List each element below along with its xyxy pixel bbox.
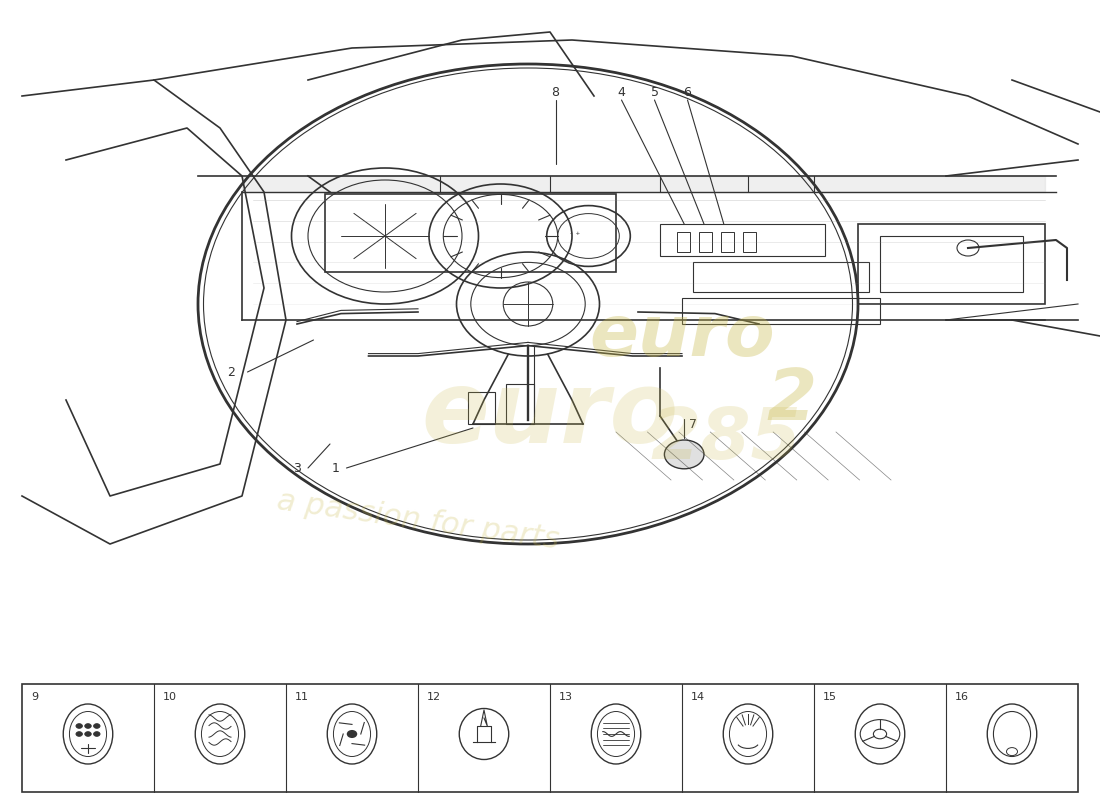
Text: 7: 7 — [689, 418, 697, 430]
Circle shape — [664, 440, 704, 469]
Circle shape — [94, 723, 100, 728]
Text: 6: 6 — [683, 86, 692, 98]
Text: 11: 11 — [295, 692, 309, 702]
Circle shape — [348, 731, 356, 738]
Bar — [858, 224, 1045, 304]
Bar — [693, 262, 869, 292]
Text: 2: 2 — [767, 366, 817, 434]
Bar — [676, 232, 690, 252]
Text: 1: 1 — [331, 462, 340, 474]
Bar — [682, 298, 880, 324]
Circle shape — [94, 731, 100, 736]
Text: -  +: - + — [570, 231, 581, 236]
Circle shape — [85, 731, 91, 736]
Bar — [324, 194, 616, 272]
Text: euro: euro — [590, 302, 774, 370]
Text: 14: 14 — [691, 692, 705, 702]
Circle shape — [76, 731, 82, 736]
Bar — [742, 232, 756, 252]
Bar — [506, 384, 534, 424]
Text: 4: 4 — [617, 86, 626, 98]
Text: 9: 9 — [31, 692, 37, 702]
Text: 10: 10 — [163, 692, 177, 702]
Text: 12: 12 — [427, 692, 441, 702]
Bar — [660, 224, 825, 256]
Text: 13: 13 — [559, 692, 573, 702]
Circle shape — [76, 723, 82, 728]
Text: 8: 8 — [551, 86, 560, 98]
Circle shape — [85, 723, 91, 728]
Bar — [880, 236, 1023, 292]
Bar — [698, 232, 712, 252]
Text: 15: 15 — [823, 692, 837, 702]
Text: a passion for parts: a passion for parts — [275, 486, 561, 554]
Text: 3: 3 — [293, 462, 301, 474]
Bar — [22, 684, 1078, 792]
Text: 5: 5 — [650, 86, 659, 98]
Text: 16: 16 — [955, 692, 969, 702]
Text: 285: 285 — [650, 406, 802, 474]
Text: 2: 2 — [227, 366, 235, 378]
Bar — [720, 232, 734, 252]
Text: euro: euro — [421, 367, 679, 465]
Bar — [468, 392, 495, 424]
